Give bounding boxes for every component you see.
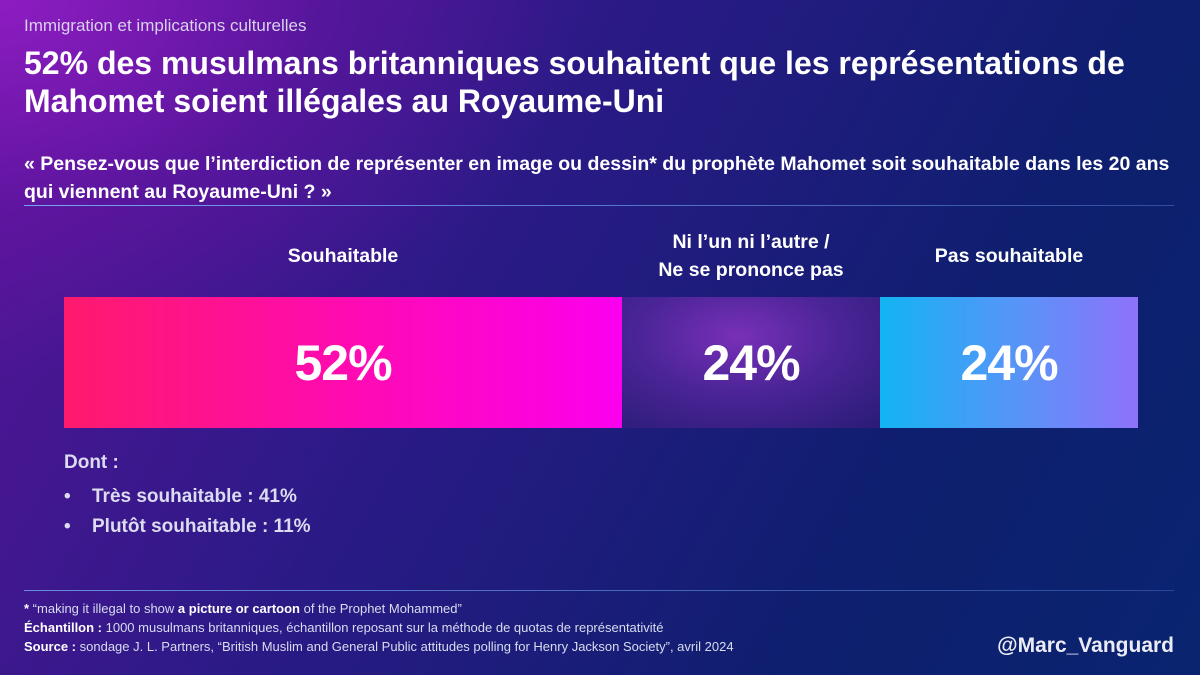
divider-bottom bbox=[24, 590, 1174, 591]
divider-top bbox=[24, 205, 1174, 206]
sample-text: 1000 musulmans britanniques, échantillon… bbox=[102, 620, 664, 635]
sample-label: Échantillon : bbox=[24, 620, 102, 635]
source-label: Source : bbox=[24, 639, 77, 654]
breakdown-item-text: Plutôt souhaitable : 11% bbox=[92, 516, 311, 537]
footnote-emphasis: a picture or cartoon bbox=[177, 601, 300, 616]
source-text: sondage J. L. Partners, “British Muslim … bbox=[76, 639, 734, 654]
bar-value-label-1: 24% bbox=[702, 334, 800, 391]
footnote-text: “making it illegal to show bbox=[29, 601, 178, 616]
breakdown-heading: Dont : bbox=[64, 452, 119, 473]
bar-value-label-0: 52% bbox=[294, 334, 392, 391]
breakdown-list: • Très souhaitable : 41% • Plutôt souhaita… bbox=[64, 482, 311, 542]
bar-value-label-2: 24% bbox=[960, 334, 1058, 391]
survey-question: « Pensez-vous que l’interdiction de repr… bbox=[24, 153, 1170, 203]
footnote-sample: Échantillon : 1000 musulmans britannique… bbox=[24, 618, 734, 637]
bullet-icon: • bbox=[64, 486, 71, 507]
breakdown-item-text: Très souhaitable : 41% bbox=[92, 486, 297, 507]
breakdown-item-plutot: • Plutôt souhaitable : 11% bbox=[64, 512, 311, 542]
supertitle: Immigration et implications culturelles bbox=[24, 16, 307, 35]
breakdown-item-tres: • Très souhaitable : 41% bbox=[64, 482, 311, 512]
footnotes: * “making it illegal to show a picture o… bbox=[24, 599, 734, 656]
bar-segment-2: 24% bbox=[880, 297, 1138, 428]
bar-segment-1: 24% bbox=[622, 297, 880, 428]
footnote-source: Source : sondage J. L. Partners, “Britis… bbox=[24, 637, 734, 656]
footnote-star: * bbox=[24, 601, 30, 616]
bullet-icon: • bbox=[64, 516, 71, 537]
footnote-definition: * “making it illegal to show a picture o… bbox=[24, 599, 734, 618]
author-handle: @Marc_Vanguard bbox=[997, 634, 1174, 657]
category-label-1: Ni l’un ni l’autre / Ne se prononce pas bbox=[658, 231, 844, 281]
category-label-0: Souhaitable bbox=[287, 245, 399, 267]
footnote-text: of the Prophet Mohammed” bbox=[299, 601, 462, 616]
category-label-2: Pas souhaitable bbox=[934, 245, 1084, 267]
page-title: 52% des musulmans britanniques souhaiten… bbox=[24, 45, 1125, 119]
bar-segment-0: 52% bbox=[64, 297, 622, 428]
